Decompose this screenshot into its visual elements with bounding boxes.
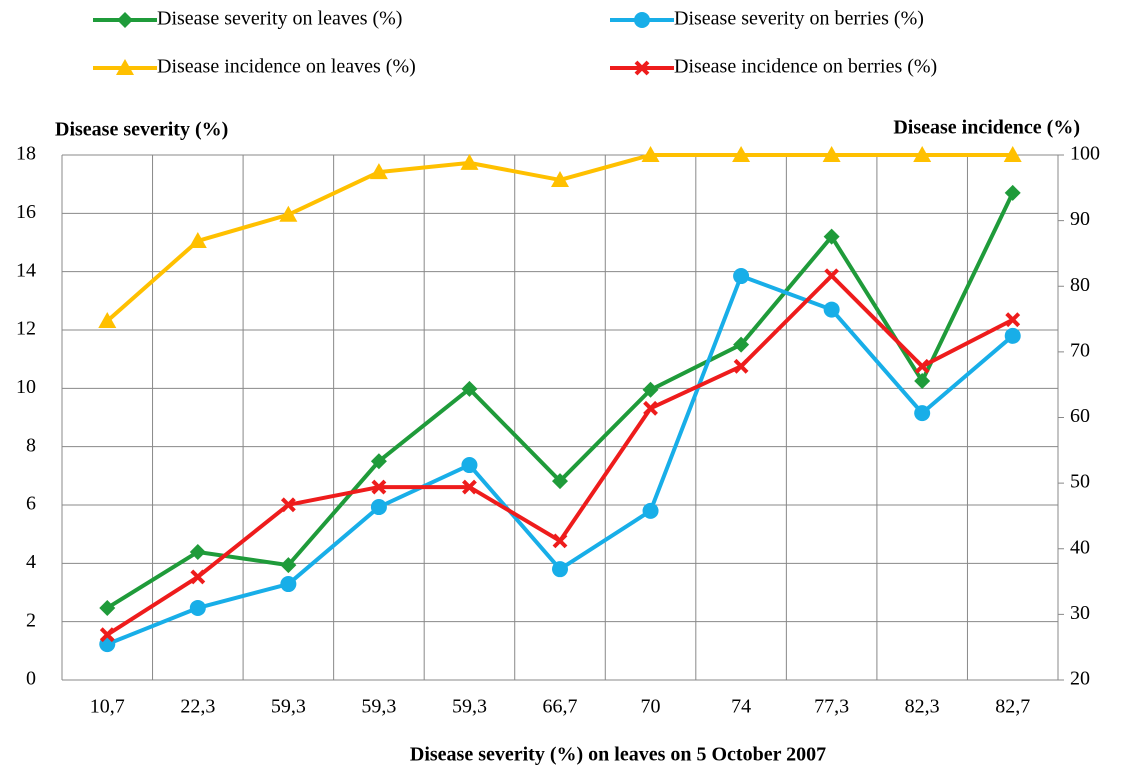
marker xyxy=(99,599,116,616)
marker xyxy=(634,12,650,28)
marker xyxy=(1004,184,1021,201)
marker xyxy=(190,569,206,585)
marker xyxy=(280,497,296,513)
marker xyxy=(914,358,930,374)
legend-label: Disease incidence on berries (%) xyxy=(674,56,937,78)
x-tick-label: 74 xyxy=(731,696,751,718)
marker xyxy=(552,473,568,490)
x-tick-label: 59,3 xyxy=(361,696,396,718)
x-tick-label: 22,3 xyxy=(180,696,215,718)
marker xyxy=(99,627,115,643)
marker xyxy=(279,205,298,222)
marker xyxy=(914,373,931,390)
marker xyxy=(641,146,660,162)
marker xyxy=(189,543,206,560)
marker xyxy=(280,557,297,574)
marker xyxy=(733,358,749,374)
y-tick-label: 18 xyxy=(16,143,36,165)
marker xyxy=(822,146,841,162)
marker xyxy=(642,502,659,519)
y-tick-label: 6 xyxy=(26,493,36,515)
marker xyxy=(1005,312,1021,328)
marker xyxy=(732,146,751,162)
x-tick-label: 82,3 xyxy=(905,696,940,718)
marker xyxy=(370,453,387,470)
y2-tick-label: 20 xyxy=(1070,668,1090,690)
y-tick-label: 16 xyxy=(16,201,36,223)
x-tick-label: 77,3 xyxy=(814,696,849,718)
marker xyxy=(369,163,388,180)
y-tick-label: 0 xyxy=(26,668,36,690)
y-tick-label: 14 xyxy=(16,259,36,281)
y2-axis-title: Disease incidence (%) xyxy=(893,117,1080,139)
marker xyxy=(188,231,207,248)
marker xyxy=(643,400,658,416)
marker xyxy=(824,268,840,284)
y-tick-label: 8 xyxy=(26,434,36,456)
marker xyxy=(371,479,387,495)
marker xyxy=(189,599,206,616)
y2-tick-label: 90 xyxy=(1070,208,1090,230)
x-tick-label: 10,7 xyxy=(90,696,125,718)
y2-tick-label: 50 xyxy=(1070,471,1090,493)
x-tick-label: 66,7 xyxy=(543,696,578,718)
y-axis-title: Disease severity (%) xyxy=(55,119,228,141)
marker xyxy=(116,59,134,75)
marker xyxy=(733,336,750,353)
y2-tick-label: 70 xyxy=(1070,339,1090,361)
marker xyxy=(823,228,840,245)
marker xyxy=(462,479,477,495)
marker xyxy=(913,146,932,162)
y-tick-label: 4 xyxy=(26,551,36,573)
y-tick-label: 2 xyxy=(26,609,36,631)
x-tick-label: 82,7 xyxy=(995,696,1030,718)
x-tick-label: 70 xyxy=(641,696,661,718)
y2-tick-label: 60 xyxy=(1070,405,1090,427)
legend-label: Disease severity on berries (%) xyxy=(674,8,924,30)
marker xyxy=(370,499,387,516)
legend-label: Disease severity on leaves (%) xyxy=(157,8,402,30)
marker xyxy=(634,60,650,76)
x-axis-title: Disease severity (%) on leaves on 5 Octo… xyxy=(410,744,826,766)
marker xyxy=(552,561,568,578)
marker xyxy=(552,533,568,549)
y2-tick-label: 40 xyxy=(1070,536,1090,558)
marker xyxy=(733,268,750,285)
x-tick-label: 59,3 xyxy=(271,696,306,718)
marker xyxy=(461,457,478,474)
y-tick-label: 12 xyxy=(16,318,36,340)
marker xyxy=(98,312,117,329)
y-tick-label: 10 xyxy=(16,376,36,398)
marker xyxy=(642,381,659,398)
marker xyxy=(461,380,478,397)
marker xyxy=(117,12,133,28)
y2-tick-label: 80 xyxy=(1070,274,1090,296)
y2-tick-label: 100 xyxy=(1070,143,1100,165)
legend-label: Disease incidence on leaves (%) xyxy=(157,56,416,78)
marker xyxy=(914,405,931,422)
y2-tick-label: 30 xyxy=(1070,602,1090,624)
marker xyxy=(460,153,479,170)
marker xyxy=(1004,327,1021,344)
marker xyxy=(823,301,840,318)
x-tick-label: 59,3 xyxy=(452,696,487,718)
marker xyxy=(1003,146,1022,162)
marker xyxy=(551,170,569,187)
marker xyxy=(280,576,297,593)
